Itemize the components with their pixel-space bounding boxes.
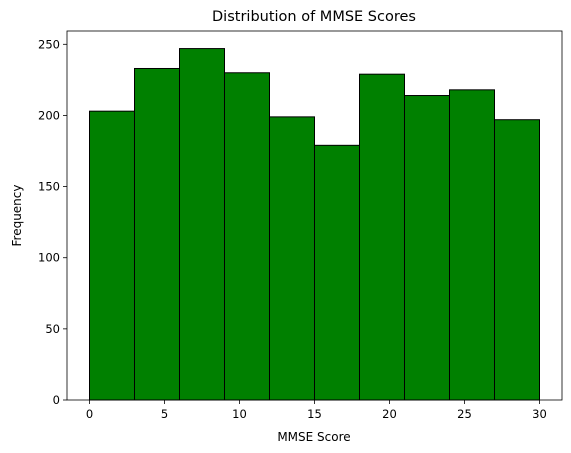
histogram-bar — [494, 119, 540, 401]
histogram-bar — [269, 116, 315, 401]
histogram-bar — [224, 72, 270, 401]
histogram-bar — [449, 89, 495, 401]
y-axis-ticks: 0 50 100 150 200 250 — [38, 37, 67, 407]
y-axis-label: Frequency — [10, 185, 24, 247]
y-tick-label: 150 — [38, 180, 60, 194]
chart-title: Distribution of MMSE Scores — [212, 9, 416, 25]
x-tick-label: 5 — [161, 407, 168, 421]
x-tick-label: 0 — [86, 407, 93, 421]
histogram-bar — [134, 67, 180, 401]
x-tick-label: 25 — [457, 407, 472, 421]
bars-group — [89, 48, 540, 401]
y-tick-label: 50 — [45, 322, 60, 336]
histogram-bar — [89, 110, 135, 401]
plot-frame — [66, 30, 563, 401]
y-tick-label: 0 — [53, 393, 60, 407]
y-tick-label: 100 — [38, 251, 60, 265]
histogram-bar — [359, 73, 405, 401]
x-axis-ticks: 0 5 10 15 20 25 30 — [86, 400, 547, 421]
x-tick-label: 30 — [532, 407, 547, 421]
histogram-bar — [404, 95, 450, 401]
histogram-bar — [179, 48, 225, 401]
y-tick-label: 250 — [38, 37, 60, 51]
x-tick-label: 15 — [307, 407, 322, 421]
y-tick-label: 200 — [38, 108, 60, 122]
x-axis-label: MMSE Score — [277, 430, 350, 444]
histogram-bar — [314, 144, 360, 401]
x-tick-label: 20 — [382, 407, 397, 421]
x-tick-label: 10 — [232, 407, 247, 421]
